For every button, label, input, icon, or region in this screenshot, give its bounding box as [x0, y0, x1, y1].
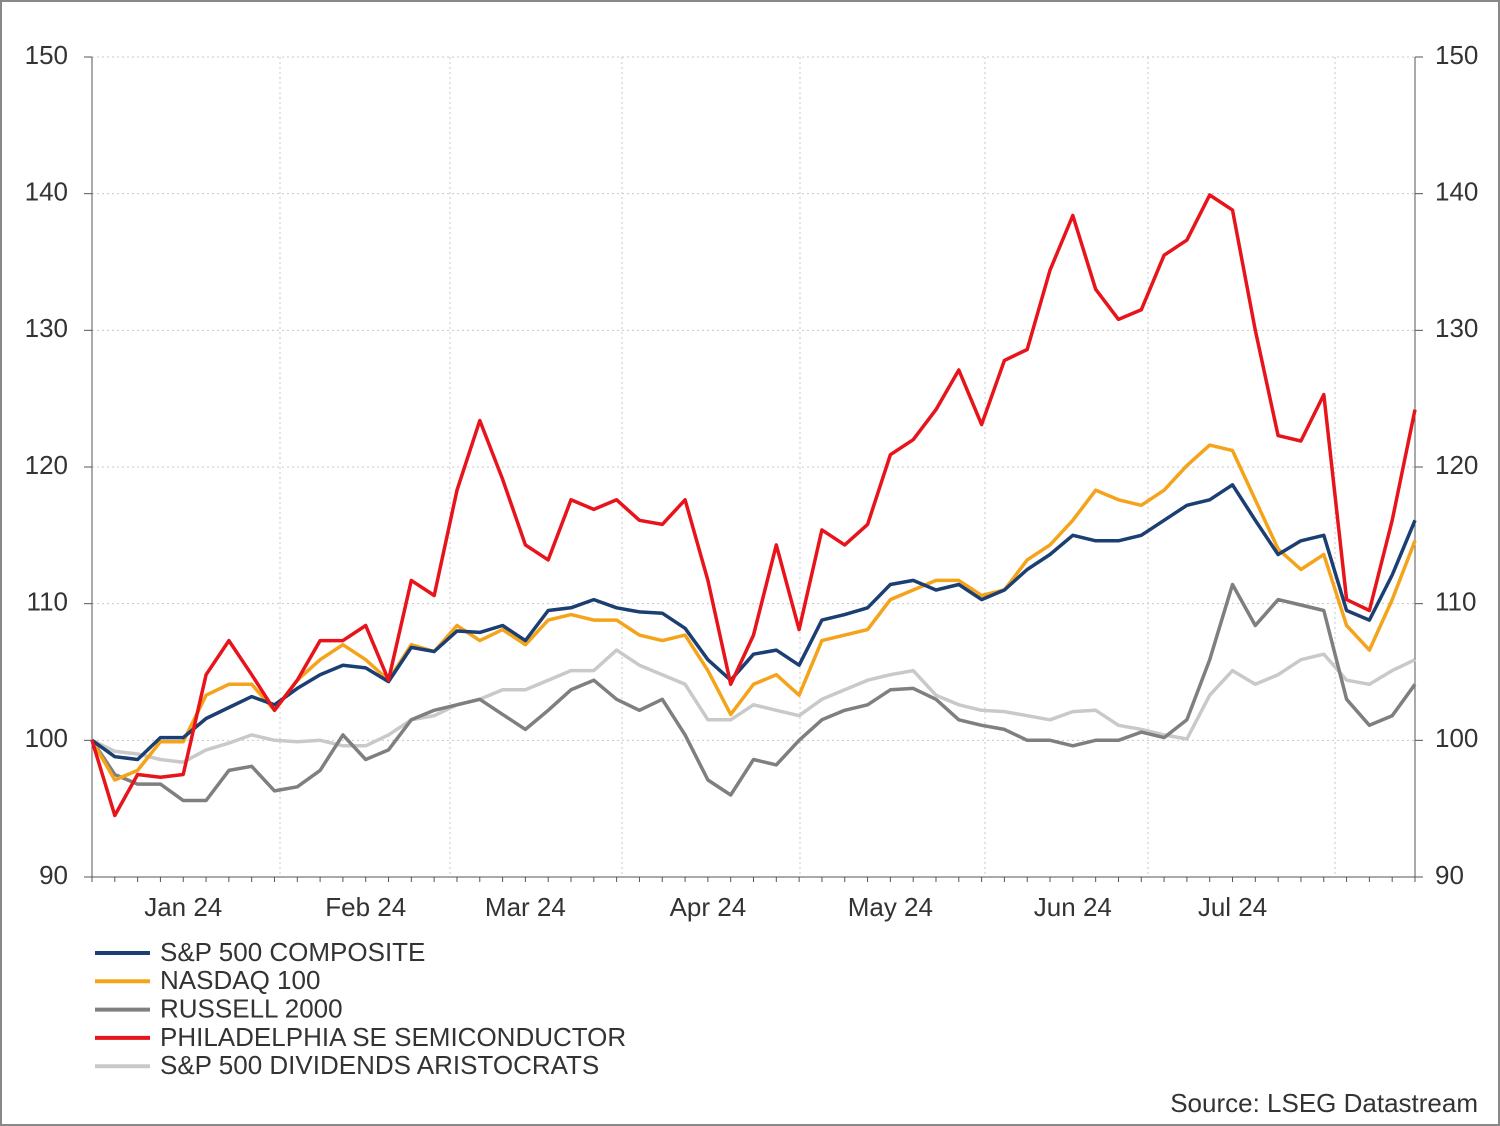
series-line: [91, 648, 1416, 764]
y-tick-label: 100: [25, 723, 68, 753]
source-note: Source: LSEG Datastream: [1170, 1088, 1478, 1118]
x-tick-label: May 24: [848, 892, 933, 922]
legend-label: RUSSELL 2000: [160, 993, 343, 1023]
series-line: [90, 443, 1417, 782]
x-tick-label: Mar 24: [485, 892, 566, 922]
y2-tick-label: 100: [1435, 723, 1478, 753]
series-line: [90, 483, 1417, 762]
y-tick-label: 90: [39, 860, 68, 890]
series-line: [90, 193, 1417, 818]
y-tick-label: 110: [27, 587, 68, 617]
x-tick-label: Jun 24: [1034, 892, 1112, 922]
x-tick-label: Jan 24: [144, 892, 222, 922]
legend-label: PHILADELPHIA SE SEMICONDUCTOR: [160, 1022, 626, 1052]
y2-tick-label: 140: [1435, 177, 1478, 207]
y2-tick-label: 130: [1435, 313, 1478, 343]
y2-tick-label: 110: [1435, 587, 1476, 617]
y2-tick-label: 120: [1435, 450, 1478, 480]
y2-tick-label: 90: [1435, 860, 1464, 890]
y-tick-label: 140: [25, 177, 68, 207]
legend-label: NASDAQ 100: [160, 965, 320, 995]
x-tick-label: Feb 24: [325, 892, 406, 922]
legend-label: S&P 500 DIVIDENDS ARISTOCRATS: [160, 1050, 599, 1080]
y2-tick-label: 150: [1435, 40, 1478, 70]
y-tick-label: 130: [25, 313, 68, 343]
x-tick-label: Jul 24: [1198, 892, 1267, 922]
y-tick-label: 120: [25, 450, 68, 480]
legend-label: S&P 500 COMPOSITE: [160, 937, 425, 967]
y-tick-label: 150: [25, 40, 68, 70]
x-tick-label: Apr 24: [670, 892, 747, 922]
series-line: [90, 582, 1417, 803]
